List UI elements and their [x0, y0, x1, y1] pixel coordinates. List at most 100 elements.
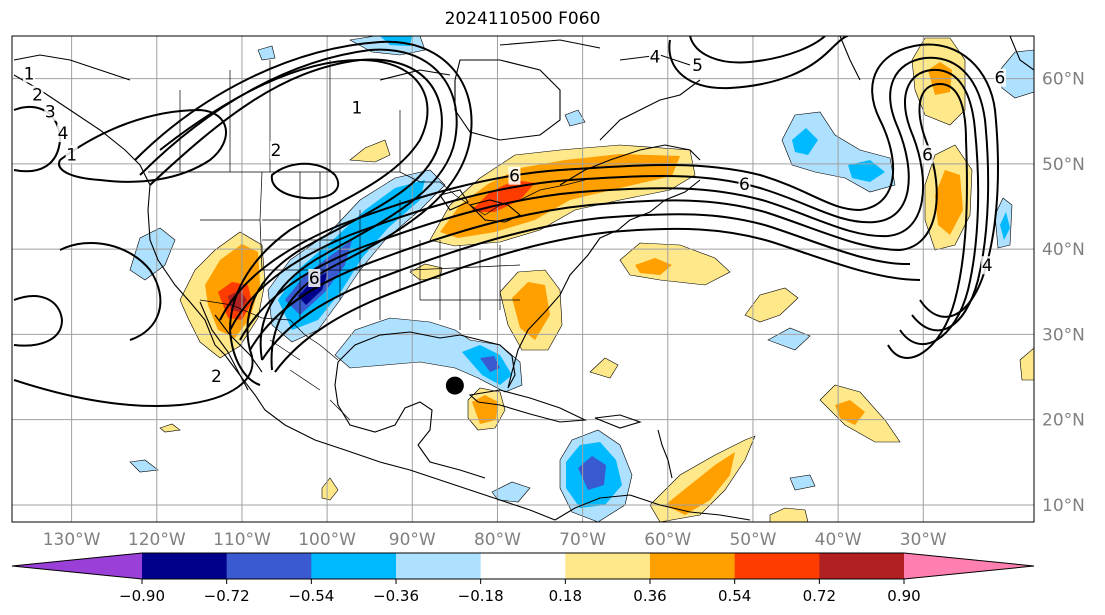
anomaly-patch-caribbean-orange	[665, 452, 735, 515]
map-title: 2024110500 F060	[444, 9, 601, 29]
colorbar-tick-label: −0.18	[458, 587, 504, 605]
longitude-tick-label: 100°W	[298, 530, 356, 550]
contour-label: 4	[58, 124, 69, 144]
lesser-antilles	[657, 429, 673, 479]
colorbar-bin	[734, 553, 820, 579]
anomaly-patch-gulf-negative	[334, 317, 523, 393]
us-mexico-border	[199, 299, 339, 361]
contour-southwest-1	[13, 295, 64, 347]
contour-label: 6	[739, 175, 750, 195]
alaska-coast	[13, 54, 131, 81]
anomaly-patch-atlantic-1-orange	[635, 258, 672, 275]
contour-label: 6	[922, 145, 933, 165]
contour-label: 6	[995, 69, 1006, 89]
contour-jet-5	[219, 43, 999, 321]
longitude-tick-label: 80°W	[474, 530, 521, 550]
contour-label: 4	[982, 256, 993, 276]
contour-label-bg	[44, 102, 57, 121]
colorbar-bin	[480, 553, 566, 579]
anomaly-patch-atlantic-2	[744, 287, 799, 323]
contour-label-bg	[691, 55, 704, 74]
greenland-coast	[839, 36, 1034, 81]
anomaly-patch-small-negative-1	[257, 45, 276, 61]
canada-provinces	[179, 60, 401, 172]
anomaly-patch-atlantic-3-orange	[835, 400, 865, 425]
gulf-of-california	[214, 314, 263, 373]
colorbar-bin	[565, 553, 651, 579]
latitude-tick-label: 20°N	[1042, 411, 1085, 431]
longitude-axis: 130°W 120°W 110°W 100°W 90°W 80°W 70°W 60°W 50°W…	[43, 530, 947, 550]
anomaly-patch-east-negative-cyan	[1000, 212, 1010, 240]
anomaly-patch-atlantic-1	[619, 242, 731, 286]
anomaly-patch-small-negative-7	[129, 459, 159, 473]
colorbar-bin	[819, 553, 905, 579]
colorbar-tick-label: −0.54	[288, 587, 334, 605]
canada-east-coast	[559, 79, 701, 186]
contour-label: 1	[352, 98, 363, 118]
contour-label: 3	[45, 103, 56, 123]
latitude-tick-label: 40°N	[1042, 240, 1085, 260]
anomaly-patch-small-south	[769, 507, 809, 522]
colorbar-tick-label: −0.72	[204, 587, 250, 605]
coastlines	[13, 36, 1034, 521]
contour-label-bg	[738, 175, 751, 194]
storm-position-marker	[445, 376, 464, 395]
contour-label: 1	[66, 145, 77, 165]
contour-northeast-1	[668, 36, 849, 90]
colorbar-tick-label: 0.72	[803, 587, 836, 605]
latitude-tick-label: 30°N	[1042, 325, 1085, 345]
anomaly-patch-small-positive-2	[409, 263, 443, 281]
contour-label-bg	[57, 124, 70, 143]
colorbar-tick-label: 0.18	[549, 587, 582, 605]
anomaly-patch-small-positive-1	[349, 139, 391, 163]
latitude-tick-label: 10°N	[1042, 496, 1085, 516]
contour-label: 6	[309, 269, 320, 289]
longitude-tick-label: 110°W	[213, 530, 271, 550]
colorbar-bin	[650, 553, 736, 579]
colorbar-tick-label: 0.36	[633, 587, 666, 605]
contour-label-bg	[993, 68, 1006, 87]
contour-jet-6	[229, 56, 990, 332]
contour-label-bg	[65, 145, 78, 164]
contour-label: 5	[692, 56, 703, 76]
longitude-tick-label: 90°W	[389, 530, 436, 550]
longitude-tick-label: 30°W	[900, 530, 947, 550]
colorbar-bin	[142, 553, 228, 579]
great-lakes	[439, 189, 522, 223]
contour-label: 2	[211, 367, 222, 387]
contour-label: 2	[271, 141, 282, 161]
arctic-islands	[379, 39, 691, 81]
contour-label-bg	[981, 256, 994, 275]
anomaly-patch-gulf-blue	[480, 356, 500, 372]
contour-label: 4	[650, 47, 661, 67]
colorbar-bin-max-extend	[904, 553, 1034, 579]
anomaly-patch-north-atlantic-cyan	[792, 128, 818, 155]
longitude-tick-label: 50°W	[729, 530, 776, 550]
longitude-tick-label: 60°W	[644, 530, 691, 550]
contour-lines	[13, 36, 999, 407]
anomaly-patch-small-positive-4	[321, 477, 339, 501]
gulf-coast	[337, 331, 516, 389]
contour-jet-8	[249, 82, 968, 359]
colorbar: −0.90 −0.72 −0.54 −0.36 −0.18 0.18 0.36 0.54 0.7…	[11, 552, 1035, 605]
map-gridlines	[12, 36, 1034, 522]
cuba	[468, 389, 588, 423]
latitude-tick-label: 50°N	[1042, 155, 1085, 175]
anomaly-patch-small-negative-5	[789, 474, 816, 491]
contour-jet-7	[239, 68, 980, 346]
east-coast	[507, 179, 701, 389]
longitude-tick-label: 130°W	[43, 530, 101, 550]
hudson-bay	[454, 59, 561, 141]
contour-jet-1	[13, 58, 443, 407]
anomaly-patch-east-atlantic-south	[1019, 347, 1034, 381]
anomaly-patch-east-coast-orange	[512, 282, 550, 340]
contour-label-bg	[270, 141, 283, 160]
anomaly-patch-north-atlantic-cyan-2	[848, 160, 885, 182]
anomaly-patch-atlantic-4	[589, 357, 619, 379]
west-coast-north-america	[13, 74, 556, 521]
longitude-tick-label: 120°W	[128, 530, 186, 550]
contour-label-bg	[921, 145, 934, 164]
south-america-coast	[554, 494, 751, 521]
